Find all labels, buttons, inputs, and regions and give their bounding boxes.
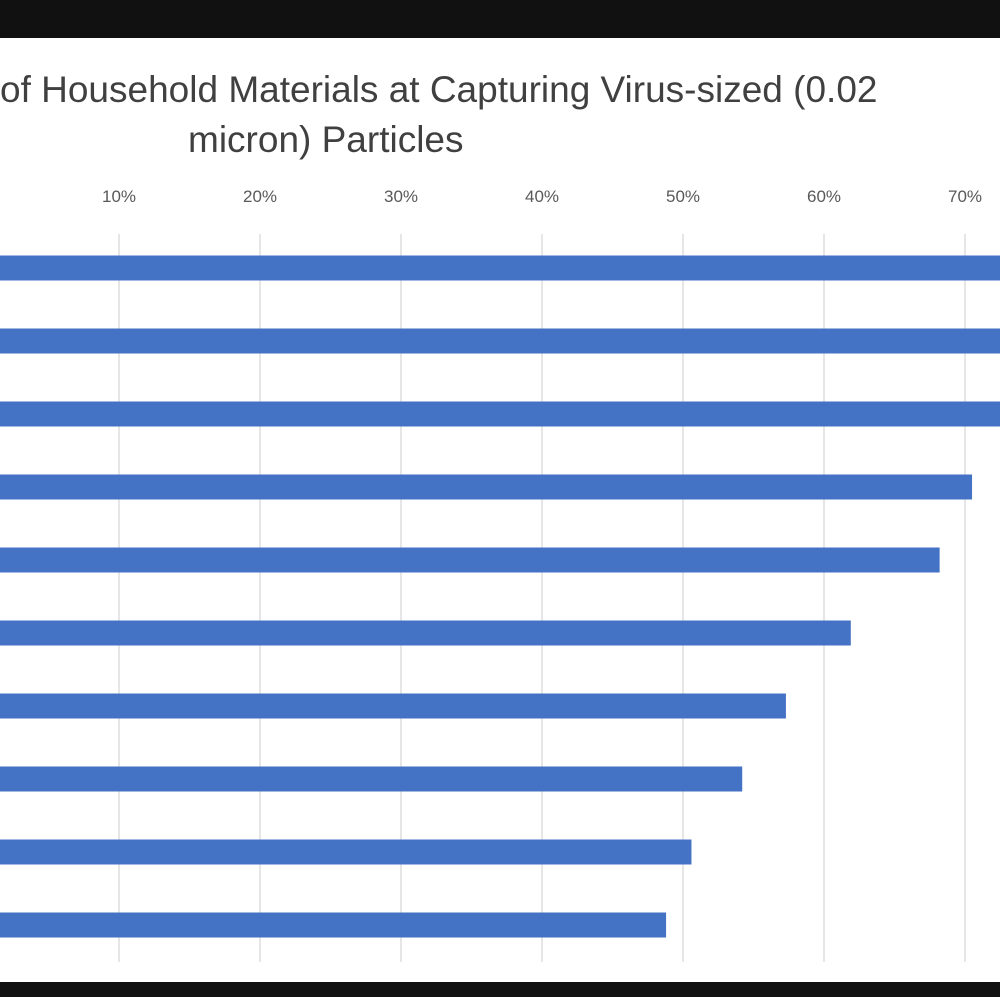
chart-title-line-1: of Household Materials at Capturing Viru… [0, 69, 878, 110]
x-tick-label: 50% [666, 187, 700, 206]
bar [0, 693, 786, 719]
bar [0, 328, 1000, 354]
x-tick-label: 10% [102, 187, 136, 206]
chart-title-line-2: micron) Particles [188, 119, 464, 160]
bar [0, 766, 743, 792]
bar-chart: 10%20%30%40%50%60%70%80% [0, 187, 1000, 962]
bar [0, 474, 973, 500]
bar [0, 620, 851, 646]
x-tick-label: 60% [807, 187, 841, 206]
bar [0, 912, 667, 938]
bar [0, 255, 1000, 281]
chart-frame: of Household Materials at Capturing Viru… [0, 38, 1000, 982]
x-tick-label: 70% [948, 187, 982, 206]
x-tick-label: 30% [384, 187, 418, 206]
bar [0, 401, 1000, 427]
bar [0, 839, 692, 865]
x-tick-label: 20% [243, 187, 277, 206]
bar [0, 547, 940, 573]
x-tick-label: 40% [525, 187, 559, 206]
